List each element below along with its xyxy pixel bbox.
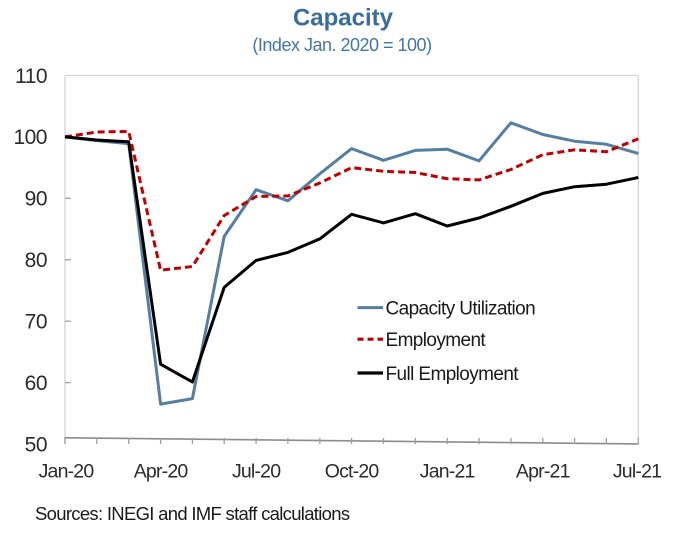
svg-text:50: 50 [25, 433, 47, 456]
svg-text:Jul-20: Jul-20 [232, 461, 281, 483]
svg-text:Apr-21: Apr-21 [516, 461, 570, 483]
svg-text:Oct-20: Oct-20 [325, 461, 380, 483]
svg-text:Employment: Employment [386, 330, 487, 351]
svg-text:Jul-21: Jul-21 [613, 461, 661, 483]
svg-text:60: 60 [25, 372, 47, 395]
svg-text:(Index Jan. 2020 = 100): (Index Jan. 2020 = 100) [252, 35, 431, 55]
svg-text:Capacity: Capacity [293, 5, 394, 32]
svg-text:Sources: INEGI and IMF staff c: Sources: INEGI and IMF staff calculation… [35, 503, 350, 524]
svg-text:110: 110 [15, 65, 47, 88]
svg-text:90: 90 [25, 188, 47, 211]
svg-text:Apr-20: Apr-20 [134, 461, 189, 483]
svg-text:70: 70 [25, 311, 47, 334]
svg-text:80: 80 [25, 249, 47, 272]
svg-text:100: 100 [13, 126, 47, 149]
svg-text:Jan-21: Jan-21 [420, 461, 475, 483]
svg-text:Jan-20: Jan-20 [39, 461, 95, 483]
svg-text:Full Employment: Full Employment [386, 364, 520, 385]
svg-text:Capacity Utilization: Capacity Utilization [386, 299, 536, 320]
